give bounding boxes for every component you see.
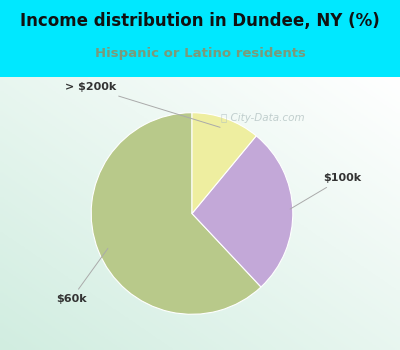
- Wedge shape: [192, 136, 293, 287]
- Text: $60k: $60k: [56, 248, 108, 304]
- Text: $100k: $100k: [290, 173, 361, 209]
- Text: Income distribution in Dundee, NY (%): Income distribution in Dundee, NY (%): [20, 12, 380, 30]
- Text: > $200k: > $200k: [65, 83, 220, 127]
- Text: Hispanic or Latino residents: Hispanic or Latino residents: [94, 47, 306, 60]
- Wedge shape: [91, 113, 261, 314]
- Wedge shape: [192, 113, 256, 214]
- Text: ⧖ City-Data.com: ⧖ City-Data.com: [221, 113, 304, 123]
